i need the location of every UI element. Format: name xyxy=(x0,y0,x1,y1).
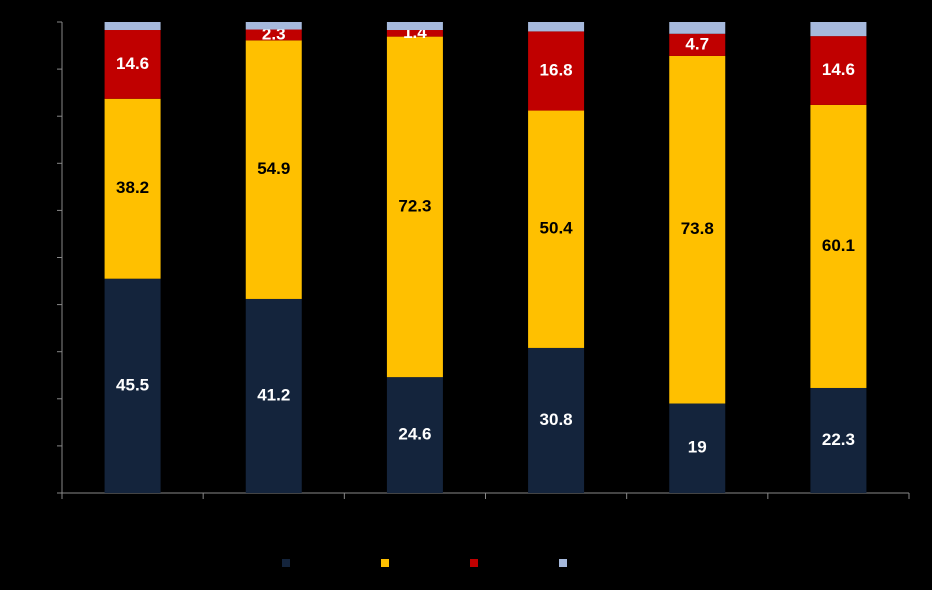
data-label: 22.3 xyxy=(822,430,855,449)
data-label: 50.4 xyxy=(540,219,574,238)
data-label: 38.2 xyxy=(116,178,149,197)
bar-segment xyxy=(669,22,726,34)
bar-segment xyxy=(386,377,443,493)
bar-segment xyxy=(245,29,302,41)
data-label: 41.2 xyxy=(257,385,290,404)
bar-segment xyxy=(669,33,726,56)
bar-segment xyxy=(245,22,302,30)
bar-segment xyxy=(104,22,161,31)
bar-segment xyxy=(528,347,585,493)
bar-segment xyxy=(810,36,867,105)
bar-segment xyxy=(528,31,585,111)
bar-segment xyxy=(386,36,443,378)
bar-segment xyxy=(810,104,867,388)
bar-segment xyxy=(104,30,161,99)
bar-segment xyxy=(386,30,443,37)
legend-marker xyxy=(282,559,290,567)
data-label: 14.6 xyxy=(822,60,855,79)
legend-marker xyxy=(470,559,478,567)
bar-segment xyxy=(104,98,161,279)
legend-marker xyxy=(381,559,389,567)
data-label: 4.7 xyxy=(685,34,709,53)
data-label: 16.8 xyxy=(540,60,573,79)
legend-marker xyxy=(559,559,567,567)
bar-segment xyxy=(810,22,867,37)
data-label: 30.8 xyxy=(540,410,573,429)
bar-segment xyxy=(528,22,585,32)
bar-segment xyxy=(528,110,585,348)
bar-segment xyxy=(104,278,161,493)
data-label: 72.3 xyxy=(398,196,431,215)
data-label: 73.8 xyxy=(681,219,714,238)
data-label: 19 xyxy=(688,438,707,457)
bar-segment xyxy=(669,55,726,404)
data-label: 14.6 xyxy=(116,54,149,73)
data-label: 60.1 xyxy=(822,236,855,255)
data-label: 45.5 xyxy=(116,375,149,394)
bar-segment xyxy=(386,22,443,31)
data-label: 24.6 xyxy=(398,425,431,444)
data-label: 54.9 xyxy=(257,159,290,178)
bar-segment xyxy=(810,387,867,493)
bar-segment xyxy=(245,298,302,493)
bar-segment xyxy=(245,40,302,299)
bar-segment xyxy=(669,403,726,493)
